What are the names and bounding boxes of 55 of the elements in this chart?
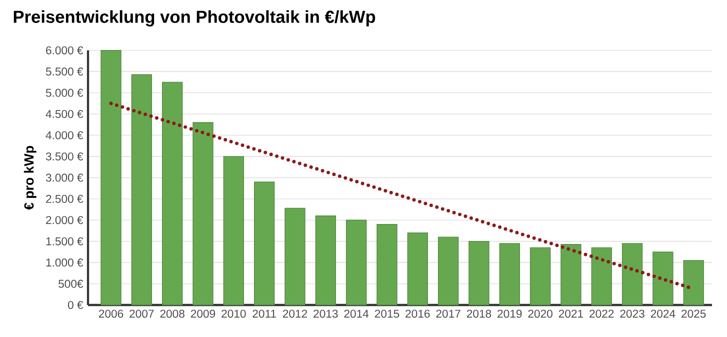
y-axis-title: € pro kWp xyxy=(24,146,36,210)
x-tick-label: 2014 xyxy=(344,310,369,318)
bar xyxy=(622,243,643,306)
bar xyxy=(223,156,244,306)
bar xyxy=(100,50,122,306)
bar xyxy=(254,182,275,306)
bar xyxy=(438,236,459,306)
y-tick-label: 3.000 € xyxy=(46,174,84,182)
bar xyxy=(560,244,582,306)
y-tick-label: 6.000 € xyxy=(46,46,84,54)
x-tick-label: 2025 xyxy=(682,310,706,318)
bar xyxy=(407,232,428,306)
bar xyxy=(346,220,367,306)
bar xyxy=(162,82,183,306)
bar xyxy=(652,252,674,306)
y-tick-label: 0 € xyxy=(68,300,84,310)
bar xyxy=(591,247,612,306)
y-tick-label: 4.000 € xyxy=(46,131,84,140)
y-tick-label: 3.500 € xyxy=(46,152,84,160)
x-tick-label: 2008 xyxy=(160,310,184,318)
y-tick-label: 2.500 € xyxy=(46,194,84,203)
bar xyxy=(468,241,490,306)
bar xyxy=(315,216,336,306)
x-tick-label: 2023 xyxy=(620,310,644,318)
y-tick-label: 1.000 € xyxy=(46,258,84,267)
bar xyxy=(499,243,520,306)
bar xyxy=(284,208,306,306)
bar xyxy=(192,122,214,306)
chart-title: Preisentwicklung von Photovoltaik in €/kWp xyxy=(14,10,376,26)
x-tick-label: 2015 xyxy=(374,310,400,318)
y-tick-label: 4.500 € xyxy=(46,110,84,118)
x-tick-label: 2013 xyxy=(314,310,338,318)
x-tick-label: 2021 xyxy=(558,310,583,318)
x-tick-label: 2020 xyxy=(528,310,552,318)
x-tick-label: 2007 xyxy=(130,310,154,318)
y-tick-label: 2.000 € xyxy=(46,216,84,224)
x-tick-label: 2022 xyxy=(590,310,614,318)
x-tick-label: 2019 xyxy=(498,310,522,318)
x-tick-label: 2006 xyxy=(98,310,124,318)
x-tick-label: 2024 xyxy=(650,310,676,318)
x-tick-label: 2012 xyxy=(282,310,308,318)
bar xyxy=(131,74,152,306)
x-tick-label: 2011 xyxy=(252,310,276,318)
y-tick-label: 1.500 € xyxy=(46,237,84,246)
x-tick-label: 2009 xyxy=(190,310,216,318)
x-tick-label: 2016 xyxy=(406,310,430,318)
y-tick-label: 500€ xyxy=(58,280,84,288)
x-tick-label: 2018 xyxy=(466,310,492,318)
x-tick-label: 2010 xyxy=(222,310,246,318)
bar xyxy=(530,247,551,306)
y-tick-label: 5.500 € xyxy=(46,68,84,76)
bar xyxy=(683,260,704,306)
x-tick-label: 2017 xyxy=(436,310,460,318)
y-tick-label: 5.000 € xyxy=(46,88,84,97)
bar xyxy=(376,224,398,306)
